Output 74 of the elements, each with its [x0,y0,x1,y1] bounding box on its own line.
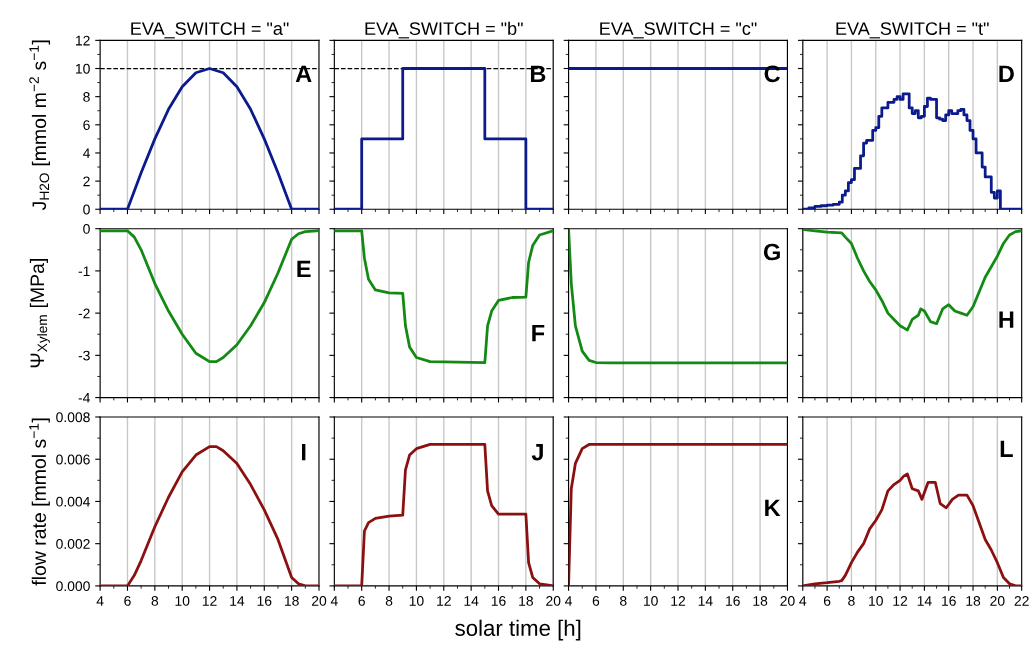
y-tick-label: 0 [83,204,90,215]
x-tick-label: 20 [780,595,795,606]
annotation: E [297,260,311,278]
chart-title: EVA_SWITCH = "b" [365,21,523,39]
y-axis-title: J$_{H2O}$ [mmol m$^{−2}$ s$^{−1}$] [29,40,50,211]
x-tick-label: 16 [491,595,506,606]
y-tick-label: 0.002 [56,539,90,549]
x-tick-label: 6 [358,595,365,606]
x-tick-label: 10 [643,595,658,606]
x-tick-label: 12 [437,595,451,606]
annotation: F [532,324,545,342]
y-tick-label: 0.000 [56,581,90,592]
x-tick-label: 4 [330,596,338,606]
x-axis-title: solar time [h] [455,619,581,641]
x-tick-label: 6 [823,595,831,606]
annotation: B [530,65,546,82]
annotation: A [295,65,312,82]
y-axis-title: flow rate [mmol s$^{−1}$] [29,418,50,586]
y-axis-title: Ψ$_{Xylem}$ [MPa] [29,259,50,368]
y-tick-label: -3 [78,350,90,361]
x-tick-label: 4 [799,596,807,606]
y-tick-label: 12 [75,35,90,46]
y-tick-label: 2 [83,176,90,187]
y-tick-label: -2 [78,308,90,319]
x-tick-label: 10 [409,595,424,606]
y-tick-label: 4 [82,148,90,158]
x-tick-label: 6 [592,595,600,606]
x-tick-label: 12 [893,595,908,606]
x-tick-label: 20 [990,595,1005,606]
annotation: J [531,444,543,461]
x-tick-label: 14 [464,596,479,606]
x-tick-label: 14 [230,596,245,606]
x-tick-label: 14 [698,596,713,606]
annotation: L [1000,440,1013,457]
chart-title: EVA_SWITCH = "a" [131,22,289,39]
x-tick-label: 8 [151,595,159,606]
x-tick-label: 18 [966,595,981,606]
x-tick-label: 8 [385,595,393,606]
y-tick-label: 0 [83,224,90,234]
annotation: D [999,65,1014,82]
x-tick-label: 12 [202,595,217,606]
annotation: I [301,444,306,461]
x-tick-label: 20 [546,595,561,606]
y-tick-label: -4 [78,393,90,403]
x-tick-label: 4 [96,596,104,606]
x-tick-label: 6 [124,595,131,606]
x-tick-label: 12 [671,595,686,606]
y-tick-label: 10 [75,63,90,74]
y-tick-label: 8 [83,92,90,102]
y-tick-label: 0.004 [56,496,90,507]
annotation: C [764,65,781,83]
y-tick-label: 6 [83,120,90,130]
y-tick-label: 0.006 [56,454,90,465]
x-tick-label: 10 [175,595,190,606]
x-tick-label: 14 [917,596,932,606]
x-tick-label: 8 [848,595,855,606]
annotation: H [999,311,1014,328]
chart-title: EVA_SWITCH = "c" [600,22,757,39]
x-tick-label: 16 [942,595,956,606]
y-tick-label: -1 [78,266,90,276]
x-tick-label: 20 [311,595,327,606]
x-tick-label: 4 [565,596,573,606]
x-tick-label: 18 [753,595,768,606]
x-tick-label: 10 [869,595,883,606]
annotation: K [765,499,781,516]
x-tick-label: 18 [284,595,299,606]
annotation: G [763,243,780,261]
x-tick-label: 16 [257,595,272,606]
x-tick-label: 16 [726,595,740,606]
x-tick-label: 18 [519,595,533,606]
chart-title: EVA_SWITCH = "t" [836,22,989,39]
x-tick-label: 22 [1014,595,1029,606]
x-tick-label: 8 [620,595,627,606]
y-tick-label: 0.008 [56,412,90,423]
